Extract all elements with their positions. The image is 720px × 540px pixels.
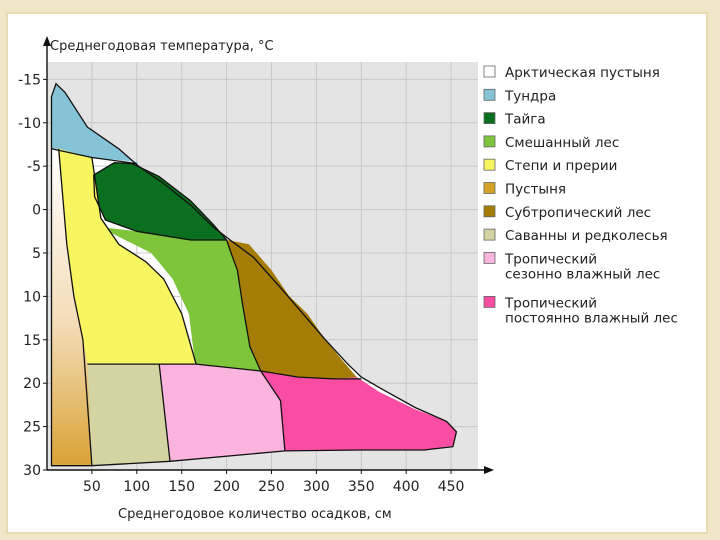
legend-label: Смешанный лес [505,135,619,151]
x-tick-label: 350 [348,479,375,495]
x-axis-arrow [484,466,494,474]
y-tick-label: 10 [23,289,41,305]
legend-label: Арктическая пустыня [505,65,660,81]
y-tick-label: -15 [18,72,41,88]
legend-label: Тундра [504,88,556,104]
axes [43,36,494,474]
legend-item: Тайга [483,112,546,128]
biome-boundary [91,157,197,365]
x-axis-label: Среднегодовое количество осадков, см [118,507,392,522]
legend-item: Пустыня [483,182,566,198]
biome-region [93,162,227,240]
legend-swatch [483,228,496,241]
y-tick-label: -5 [27,159,41,175]
legend-label: Степи и прерии [505,158,617,174]
biome-region [58,148,197,365]
legend-swatch [483,65,496,78]
biome-boundaries [50,82,458,467]
y-tick-label: 15 [23,333,41,349]
desert-gradient-strip [51,148,92,466]
x-tick-label: 50 [83,479,101,495]
legend-label: постоянно влажный лес [505,310,678,326]
legend-swatch [483,295,496,308]
y-tick-label: 20 [23,376,41,392]
x-tick-label: 100 [123,479,150,495]
legend-item: Арктическая пустыня [483,65,660,81]
y-axis-label: Среднегодовая температура, °C [50,39,274,54]
biome-region [87,364,170,466]
biome-boundary [225,239,262,372]
biome-region [99,226,261,371]
biome-region [260,371,457,451]
legend-label: Тропический [504,295,597,311]
legend-item: Степи и прерии [483,158,617,174]
biome-region [51,83,139,167]
legend-swatch [483,205,496,218]
legend-swatch [483,135,496,148]
biome-regions [51,83,457,466]
biome-boundary [93,174,227,241]
y-tick-label: 0 [32,203,41,219]
x-tick-label: 200 [213,479,240,495]
legend-swatch [483,251,496,264]
legend-label: сезонно влажный лес [505,266,660,282]
legend-swatch [483,88,496,101]
tick-labels: -15 -10 -5 0 5 10 15 20 25 30 50 100 150 200 250 300 350… [18,72,464,495]
legend-item: Субтропический лес [483,205,651,221]
biome-region [159,364,285,462]
x-tick-label: 300 [303,479,330,495]
legend-label: Субтропический лес [505,205,651,221]
legend-swatch [483,158,496,171]
legend-label: Тайга [504,112,546,128]
y-tick-label: -10 [18,116,41,132]
legend: Арктическая пустыня Тундра Тайга Смешанный … [483,65,678,326]
legend-swatch [483,112,496,124]
legend-swatch [483,182,496,194]
legend-label: Тропический [504,251,597,267]
biome-boundary [58,148,93,466]
legend-item: Смешанный лес [483,135,619,151]
x-tick-label: 150 [168,479,195,495]
x-tick-label: 450 [438,479,465,495]
y-axis-arrow [43,36,51,46]
y-tick-label: 25 [23,420,41,436]
y-tick-label: 5 [32,246,41,262]
biome-region [226,240,357,379]
x-tick-label: 400 [393,479,420,495]
y-tick-label: 30 [23,463,41,479]
biome-boundary [260,370,286,451]
legend-label: Пустыня [505,182,566,198]
legend-label: Саванны и редколесья [505,228,668,244]
biome-boundary [93,162,228,241]
biome-boundary [158,364,171,462]
outer-boundary [50,82,458,467]
legend-item: Саванны и редколесья [483,228,668,244]
x-tick-label: 250 [258,479,285,495]
legend-item: Тундра [483,88,556,104]
